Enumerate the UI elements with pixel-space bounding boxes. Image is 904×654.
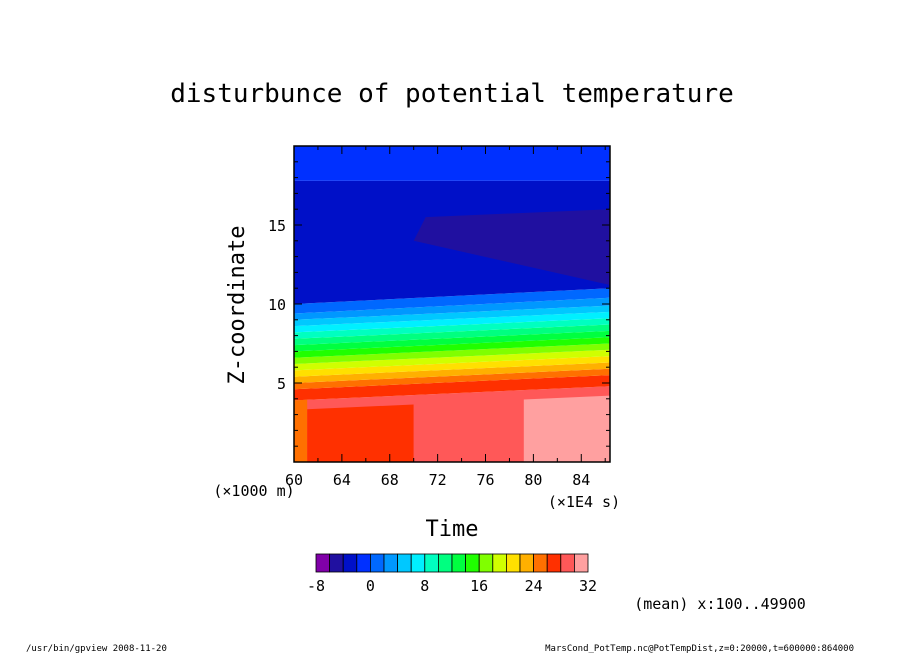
footer-right: MarsCond_PotTemp.nc@PotTempDist,z=0:2000… xyxy=(545,644,854,654)
axis-ticks: 60 64 68 72 76 80 84 5 10 15 xyxy=(268,146,610,489)
colorbar-tick-label: 8 xyxy=(420,577,429,595)
contour-band-7 xyxy=(294,337,610,358)
mean-annotation: (mean) x:100..49900 xyxy=(634,595,806,613)
surface-region-2 xyxy=(413,399,524,462)
contour-band-10 xyxy=(294,318,610,339)
y-unit-label: (×1000 m) xyxy=(213,482,294,500)
colorbar-swatch xyxy=(465,553,480,573)
y-tick-label: 10 xyxy=(268,296,286,314)
contour-field xyxy=(294,146,610,462)
colorbar-swatch xyxy=(329,553,344,573)
colorbar-swatch xyxy=(519,553,535,573)
colorbar-swatch xyxy=(356,553,371,573)
colorbar-swatch xyxy=(505,553,521,573)
contour-band-1 xyxy=(294,375,610,401)
colorbar-swatch xyxy=(424,553,439,573)
colorbar-tick-label: 24 xyxy=(525,577,543,595)
surface-region-3 xyxy=(523,395,610,462)
colorbar-swatch xyxy=(342,553,358,573)
x-tick-label: 60 xyxy=(285,471,303,489)
contour-band-12 xyxy=(294,305,610,327)
colorbar-swatch xyxy=(397,553,412,573)
y-axis-label: Z-coordinate xyxy=(225,226,250,385)
colorbar-swatch xyxy=(315,553,331,573)
contour-band-13 xyxy=(294,297,610,320)
contour-band-4 xyxy=(294,356,610,377)
x-tick-label: 68 xyxy=(381,471,399,489)
colorbar-swatch xyxy=(451,553,467,573)
footer-left: /usr/bin/gpview 2008-11-20 xyxy=(26,644,167,654)
x-tick-label: 76 xyxy=(476,471,494,489)
colorbar-swatch xyxy=(492,553,507,573)
contour-band-2 xyxy=(294,368,610,390)
x-axis-label: Time xyxy=(426,517,479,542)
colorbar-swatch xyxy=(369,553,385,573)
contour-band-16 xyxy=(294,146,610,181)
contour-band-8 xyxy=(294,330,610,352)
surface-region-1 xyxy=(307,404,414,462)
colorbar-swatch xyxy=(533,553,548,573)
x-tick-label: 64 xyxy=(333,471,351,489)
colorbar-swatch xyxy=(410,553,426,573)
x-unit-label: (×1E4 s) xyxy=(548,493,620,511)
colorbar-tick-label: 0 xyxy=(366,577,375,595)
x-tick-label: 72 xyxy=(429,471,447,489)
colorbar-swatch xyxy=(560,553,575,573)
colorbar-swatch xyxy=(437,553,453,573)
colorbar-tick-label: 32 xyxy=(579,577,597,595)
x-tick-label: 80 xyxy=(524,471,542,489)
colorbar: -8 0 8 16 24 32 xyxy=(307,553,597,595)
chart-title: disturbunce of potential temperature xyxy=(170,79,734,109)
x-tick-label: 84 xyxy=(572,471,590,489)
contour-band-6 xyxy=(294,343,610,364)
contour-band-11 xyxy=(294,311,610,333)
y-tick-label: 5 xyxy=(277,375,286,393)
colorbar-swatch xyxy=(574,553,589,573)
colorbar-swatch xyxy=(383,553,399,573)
cold-region xyxy=(413,209,610,285)
colorbar-tick-label: -8 xyxy=(307,577,325,595)
y-tick-label: 15 xyxy=(268,217,286,235)
contour-band-14 xyxy=(294,288,610,314)
contour-band-5 xyxy=(294,349,610,371)
colorbar-tick-label: 16 xyxy=(470,577,488,595)
colorbar-swatch xyxy=(546,553,562,573)
contour-band-9 xyxy=(294,324,610,346)
plot-area: 60 64 68 72 76 80 84 5 10 15 xyxy=(268,145,611,489)
contour-band-3 xyxy=(294,362,610,383)
colorbar-swatch xyxy=(478,553,494,573)
